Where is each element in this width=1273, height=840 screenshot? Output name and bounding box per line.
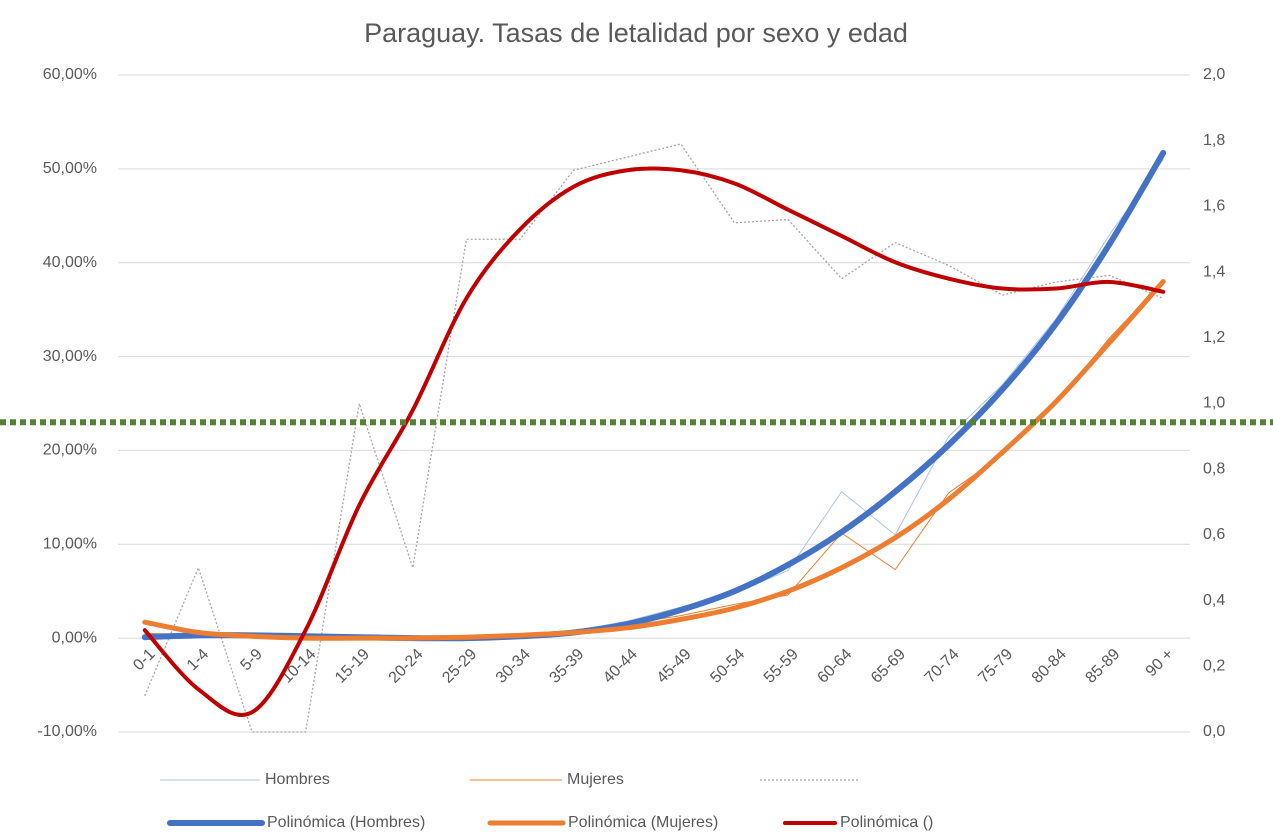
x-tick-label: 85-89 [1082, 646, 1123, 687]
x-tick-label: 30-34 [493, 646, 534, 687]
x-tick-label: 90 + [1143, 646, 1177, 680]
y-tick-label: 10,00% [43, 536, 97, 553]
x-tick-label: 50-54 [707, 646, 748, 687]
y2-tick-label: 1,0 [1203, 395, 1225, 412]
x-tick-label: 65-69 [868, 646, 909, 687]
legend-label: Hombres [265, 771, 330, 788]
y-tick-label: 30,00% [43, 348, 97, 365]
x-tick-label: 75-79 [975, 646, 1016, 687]
y2-tick-label: 0,8 [1203, 460, 1225, 477]
x-tick-label: 25-29 [439, 646, 480, 687]
x-tick-label: 1-4 [184, 646, 212, 674]
x-tick-label: 20-24 [386, 646, 427, 687]
y-tick-label: 60,00% [43, 66, 97, 83]
y2-tick-label: 0,0 [1203, 723, 1225, 740]
series-line [144, 280, 1164, 639]
y-tick-label: 20,00% [43, 442, 97, 459]
x-tick-label: 55-59 [761, 646, 802, 687]
y2-tick-label: 0,4 [1203, 592, 1225, 609]
x-tick-label: 0-1 [130, 646, 158, 674]
legend-label: Mujeres [567, 771, 624, 788]
series-line [141, 149, 1167, 642]
y2-tick-label: 0,6 [1203, 526, 1225, 543]
x-tick-label: 40-44 [600, 646, 641, 687]
series-line [142, 278, 1166, 641]
y2-tick-label: 1,8 [1203, 132, 1225, 149]
x-tick-label: 35-39 [546, 646, 587, 687]
legend-label: Polinómica () [840, 814, 933, 831]
y2-tick-label: 2,0 [1203, 66, 1225, 83]
y-tick-label: 40,00% [43, 254, 97, 271]
x-tick-label: 80-84 [1029, 646, 1070, 687]
x-tick-label: 15-19 [332, 646, 373, 687]
y2-tick-label: 0,2 [1203, 658, 1225, 675]
y2-tick-label: 1,4 [1203, 263, 1225, 280]
y-tick-label: 50,00% [43, 160, 97, 177]
x-tick-label: 60-64 [814, 646, 855, 687]
chart-title: Paraguay. Tasas de letalidad por sexo y … [364, 18, 908, 48]
series-line [144, 158, 1164, 639]
series-line [144, 143, 1164, 733]
y-tick-label: -10,00% [37, 723, 97, 740]
y-tick-label: 0,00% [52, 629, 97, 646]
legend-label: Polinómica (Mujeres) [568, 814, 718, 831]
y2-tick-label: 1,2 [1203, 329, 1225, 346]
y2-tick-label: 1,6 [1203, 198, 1225, 215]
series-line [142, 166, 1166, 717]
x-tick-label: 5-9 [237, 646, 265, 674]
x-tick-label: 45-49 [654, 646, 695, 687]
legend-label: Polinómica (Hombres) [267, 814, 425, 831]
x-tick-label: 70-74 [922, 646, 963, 687]
